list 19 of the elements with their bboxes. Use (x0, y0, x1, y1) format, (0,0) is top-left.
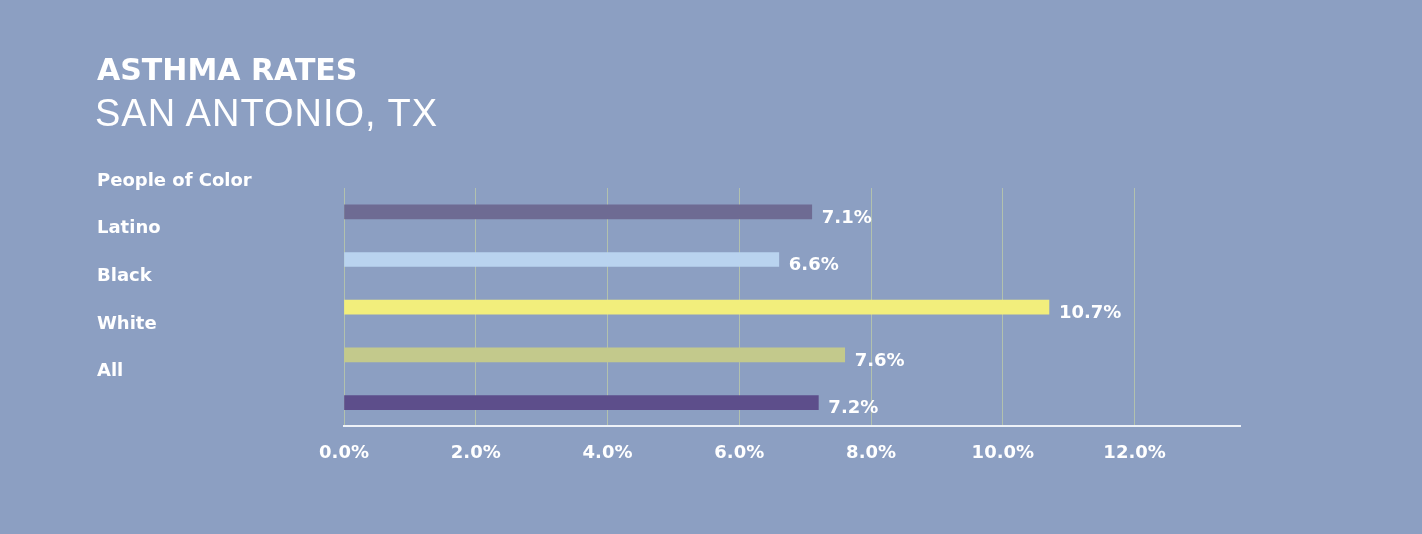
x-tick-label: 6.0% (714, 440, 765, 462)
x-tick-label: 2.0% (450, 440, 501, 462)
y-tick-label: Black (97, 263, 153, 285)
data-label: 6.6% (788, 253, 839, 275)
data-label: 7.2% (828, 396, 879, 418)
chart-title: ASTHMA RATES (97, 52, 358, 87)
x-tick-label: 8.0% (846, 440, 897, 462)
y-tick-label: White (97, 311, 157, 333)
x-tick-label: 12.0% (1103, 440, 1166, 462)
chart-subtitle: SAN ANTONIO, TX (95, 92, 439, 135)
y-tick-label: Latino (97, 216, 161, 238)
y-tick-label: All (97, 359, 124, 381)
data-label: 7.1% (821, 205, 872, 227)
data-label: 7.6% (854, 348, 905, 370)
x-tick-label: 4.0% (582, 440, 633, 462)
x-tick-label: 0.0% (319, 440, 369, 462)
x-tick-label: 10.0% (971, 440, 1035, 462)
y-tick-label: People of Color (97, 168, 252, 190)
data-label: 10.7% (1058, 300, 1122, 322)
